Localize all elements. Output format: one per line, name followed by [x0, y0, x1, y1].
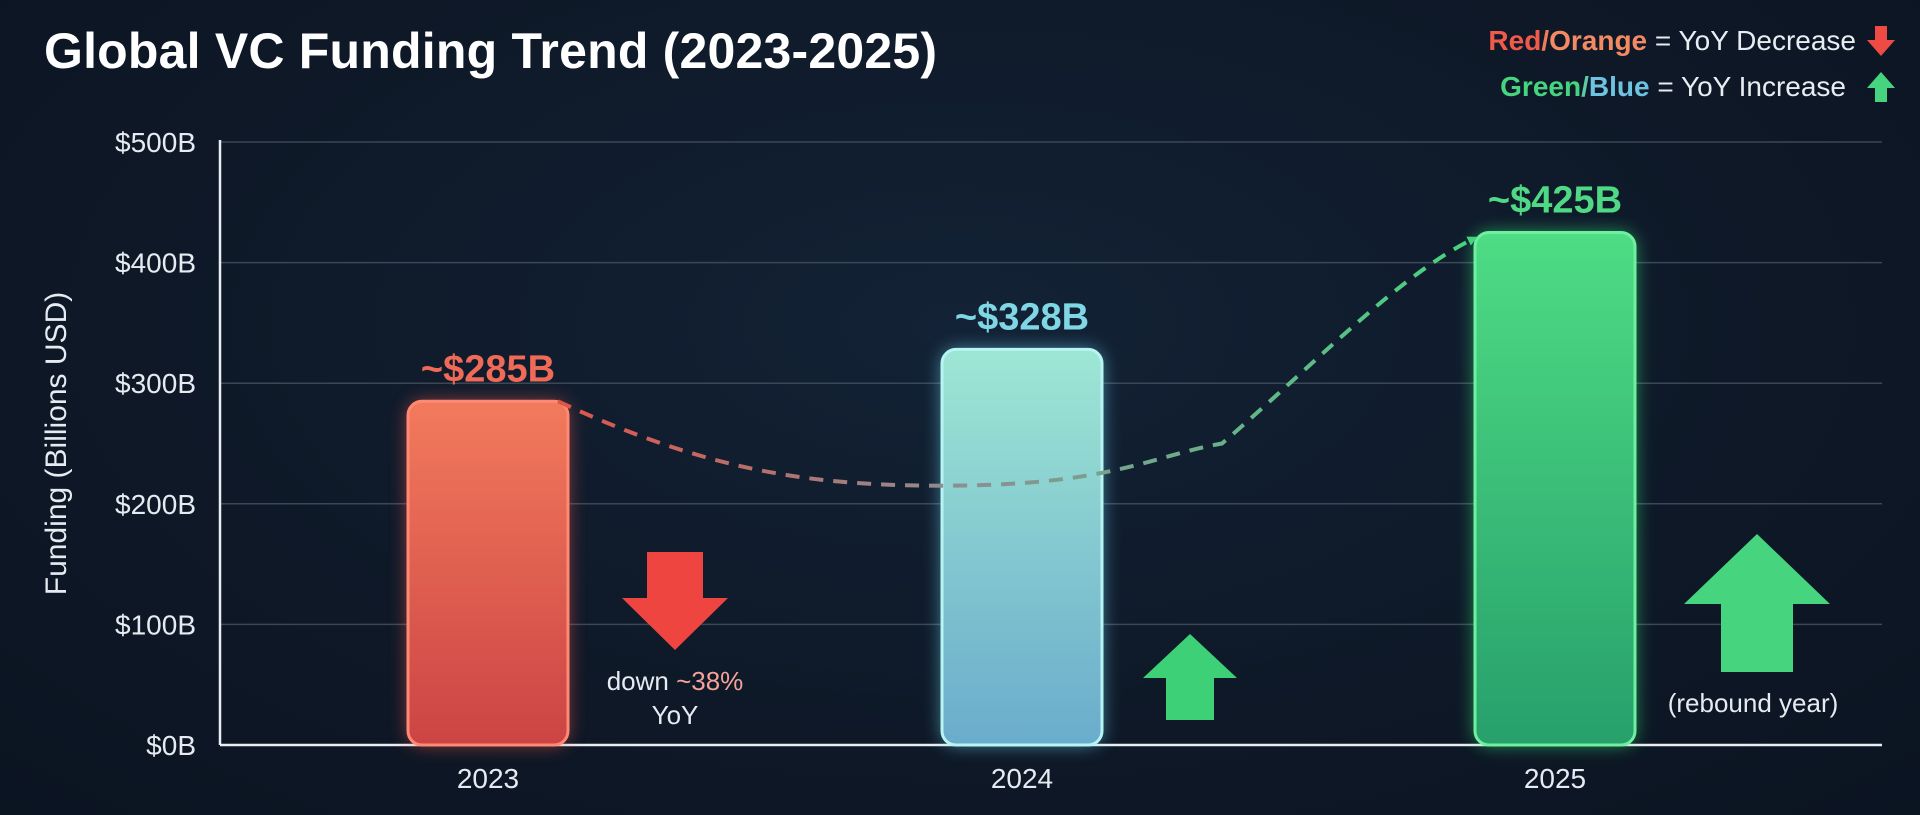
y-tick-label: $300B: [115, 368, 196, 399]
x-tick-label: 2023: [457, 763, 519, 794]
down-arrow-icon: [1867, 26, 1895, 56]
annotation-2025-text: (rebound year): [1668, 688, 1839, 718]
annotation-2023-line1: down ~38%: [607, 666, 744, 696]
x-tick-label: 2025: [1524, 763, 1586, 794]
bar-2025: [1473, 230, 1637, 747]
legend-key-sep: /: [1581, 71, 1589, 102]
annotations: down ~38% YoY (rebound year): [607, 534, 1839, 730]
up-arrow-icon: [1867, 72, 1895, 102]
legend-key-sep: /: [1541, 25, 1550, 56]
y-axis-label: Funding (Billions USD): [40, 292, 73, 595]
trend-curve: [557, 236, 1478, 488]
y-tick-label: $100B: [115, 609, 196, 640]
bar-2023: [406, 399, 570, 747]
bars: [406, 230, 1637, 747]
y-tick-label: $500B: [115, 127, 196, 158]
labels: ~$285B ~$328B ~$425B: [421, 179, 1622, 390]
bar-2024: [940, 347, 1104, 747]
value-label-2024: ~$328B: [955, 296, 1089, 338]
down-arrow-icon: [622, 552, 728, 650]
value-label-2025: ~$425B: [1488, 179, 1622, 221]
legend-increase: Green / Blue = YoY Increase: [1500, 70, 1896, 104]
annotation-2023-text: down: [607, 666, 676, 696]
trend-line: [557, 236, 1478, 488]
legend-key-blue: Blue: [1588, 71, 1650, 102]
chart-title: Global VC Funding Trend (2023-2025): [44, 23, 938, 79]
legend-decrease-text: = YoY Decrease: [1647, 25, 1856, 56]
x-tick-label: 2024: [991, 763, 1053, 794]
legend-key-orange: Orange: [1549, 25, 1648, 56]
legend-decrease: Red / Orange = YoY Decrease: [1488, 24, 1896, 58]
legend-increase-text: = YoY Increase: [1649, 71, 1846, 102]
y-tick-label: $400B: [115, 248, 196, 279]
legend-key-green: Green: [1500, 71, 1582, 102]
up-arrow-icon: [1143, 634, 1237, 720]
y-tick-label: $200B: [115, 489, 196, 520]
annotation-2023-line2: YoY: [652, 700, 699, 730]
legend-key-red: Red: [1488, 25, 1542, 56]
value-label-2023: ~$285B: [421, 348, 555, 390]
up-arrow-icon: [1684, 534, 1830, 672]
annotation-2023-percent: ~38%: [676, 666, 743, 696]
y-tick-label: $0B: [146, 730, 196, 761]
